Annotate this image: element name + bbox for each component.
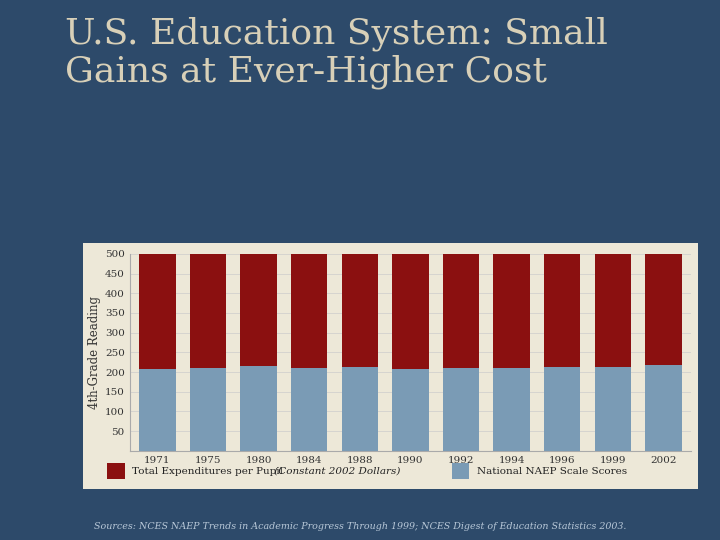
Text: U.S. Education System: Small
Gains at Ever-Higher Cost: U.S. Education System: Small Gains at Ev…: [65, 16, 608, 89]
Text: (Constant 2002 Dollars): (Constant 2002 Dollars): [271, 467, 400, 476]
Bar: [595, 367, 631, 451]
Bar: [392, 368, 428, 451]
Bar: [443, 0, 480, 451]
Bar: [645, 0, 682, 451]
Bar: [291, 368, 328, 451]
Bar: [493, 0, 530, 451]
Bar: [341, 0, 378, 451]
Text: 209: 209: [400, 405, 420, 414]
Bar: [291, 0, 328, 451]
Bar: [240, 0, 276, 451]
Text: 212: 212: [350, 404, 370, 414]
Bar: [595, 0, 631, 451]
Text: Total Expenditures per Pupil: Total Expenditures per Pupil: [132, 467, 283, 476]
Bar: [493, 368, 530, 451]
Text: 215: 215: [248, 404, 269, 413]
Bar: [139, 0, 176, 451]
Bar: [645, 366, 682, 451]
Bar: [341, 367, 378, 451]
Text: 211: 211: [451, 405, 471, 414]
Bar: [139, 369, 176, 451]
Bar: [190, 368, 226, 451]
Text: Sources: NCES NAEP Trends in Academic Progress Through 1999; NCES Digest of Educ: Sources: NCES NAEP Trends in Academic Pr…: [94, 522, 626, 531]
Text: National NAEP Scale Scores: National NAEP Scale Scores: [477, 467, 627, 476]
Text: 211: 211: [300, 405, 319, 414]
Bar: [443, 368, 480, 451]
Bar: [392, 0, 428, 451]
Bar: [544, 0, 580, 451]
Bar: [544, 367, 580, 451]
Bar: [240, 366, 276, 451]
Text: 211: 211: [502, 405, 521, 414]
Bar: [107, 463, 125, 479]
Bar: [190, 0, 226, 451]
Text: 213: 213: [552, 404, 572, 414]
Text: 210: 210: [198, 405, 218, 414]
Bar: [452, 463, 469, 479]
Y-axis label: 4th-Grade Reading: 4th-Grade Reading: [88, 296, 101, 409]
Text: 217: 217: [653, 403, 673, 413]
Text: 208: 208: [147, 406, 168, 414]
Text: 212: 212: [603, 404, 623, 414]
